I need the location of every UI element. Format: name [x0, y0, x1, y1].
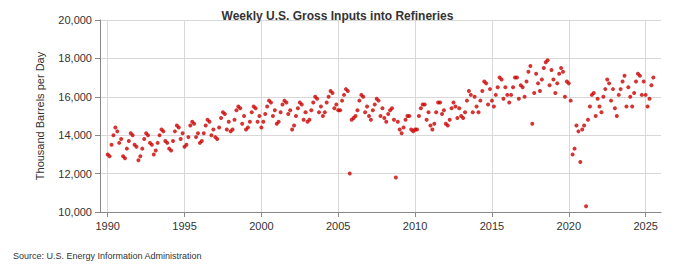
svg-text:1990: 1990 — [95, 220, 119, 232]
svg-text:Source: U.S. Energy Informatio: Source: U.S. Energy Information Administ… — [13, 251, 202, 261]
svg-text:2020: 2020 — [557, 220, 581, 232]
svg-text:12,000: 12,000 — [58, 168, 92, 180]
svg-text:18,000: 18,000 — [58, 52, 92, 64]
svg-text:14,000: 14,000 — [58, 129, 92, 141]
svg-text:20,000: 20,000 — [58, 14, 92, 26]
svg-text:Weekly U.S. Gross Inputs into: Weekly U.S. Gross Inputs into Refineries — [222, 9, 454, 23]
svg-text:16,000: 16,000 — [58, 91, 92, 103]
svg-text:2000: 2000 — [249, 220, 273, 232]
svg-text:10,000: 10,000 — [58, 206, 92, 218]
svg-text:Thousand Barrels per Day: Thousand Barrels per Day — [34, 51, 46, 180]
svg-text:1995: 1995 — [172, 220, 196, 232]
svg-text:2025: 2025 — [633, 220, 657, 232]
svg-text:2005: 2005 — [326, 220, 350, 232]
svg-text:2010: 2010 — [403, 220, 427, 232]
svg-text:2015: 2015 — [480, 220, 504, 232]
